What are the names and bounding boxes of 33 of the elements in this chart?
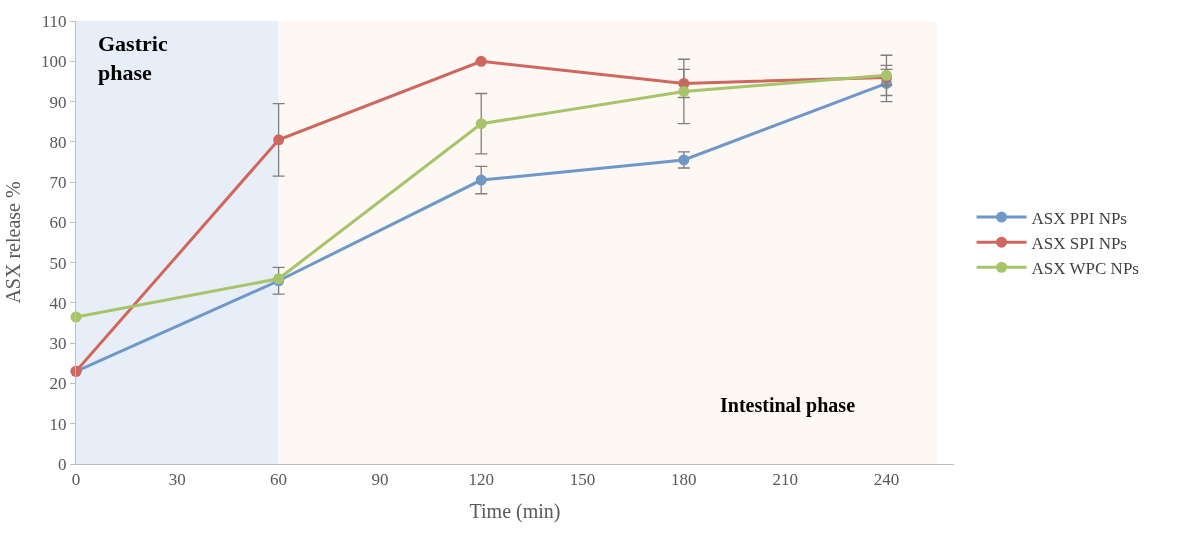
y-tick-label: 30 bbox=[49, 334, 67, 354]
y-tick-label: 10 bbox=[49, 414, 67, 434]
band-label: Gastric phase bbox=[98, 31, 168, 85]
legend-label: ASX WPC NPs bbox=[1031, 258, 1139, 278]
x-tick-label: 90 bbox=[371, 470, 389, 490]
point bbox=[475, 55, 487, 67]
x-tick-label: 0 bbox=[71, 470, 81, 490]
y-tick-label: 0 bbox=[58, 454, 67, 474]
point bbox=[678, 85, 690, 97]
legend-label: ASX SPI NPs bbox=[1031, 233, 1127, 253]
x-tick-label: 30 bbox=[168, 470, 186, 490]
x-tick-label: 240 bbox=[873, 470, 900, 490]
legend-label: ASX PPI NPs bbox=[1031, 208, 1127, 228]
point bbox=[475, 174, 487, 186]
point bbox=[273, 134, 285, 146]
x-tick-label: 150 bbox=[569, 470, 596, 490]
y-tick-label: 70 bbox=[49, 173, 67, 193]
point bbox=[475, 118, 487, 130]
x-tick-label: 180 bbox=[671, 470, 697, 490]
y-tick-label: 60 bbox=[49, 213, 67, 233]
x-axis-title: Time (min) bbox=[469, 499, 561, 523]
y-tick-label: 50 bbox=[49, 253, 67, 273]
y-tick-label: 90 bbox=[49, 92, 67, 112]
x-tick-label: 210 bbox=[772, 470, 798, 490]
y-axis-title: ASX release % bbox=[1, 181, 24, 304]
y-tick-label: 20 bbox=[49, 374, 67, 394]
y-tick-label: 100 bbox=[41, 52, 67, 72]
x-tick-label: 60 bbox=[270, 470, 288, 490]
y-tick-label: 80 bbox=[49, 132, 67, 152]
y-tick-label: 40 bbox=[49, 293, 67, 313]
band-label: Intestinal phase bbox=[720, 394, 856, 417]
x-tick-label: 120 bbox=[468, 470, 494, 490]
y-tick-label: 110 bbox=[41, 11, 67, 31]
